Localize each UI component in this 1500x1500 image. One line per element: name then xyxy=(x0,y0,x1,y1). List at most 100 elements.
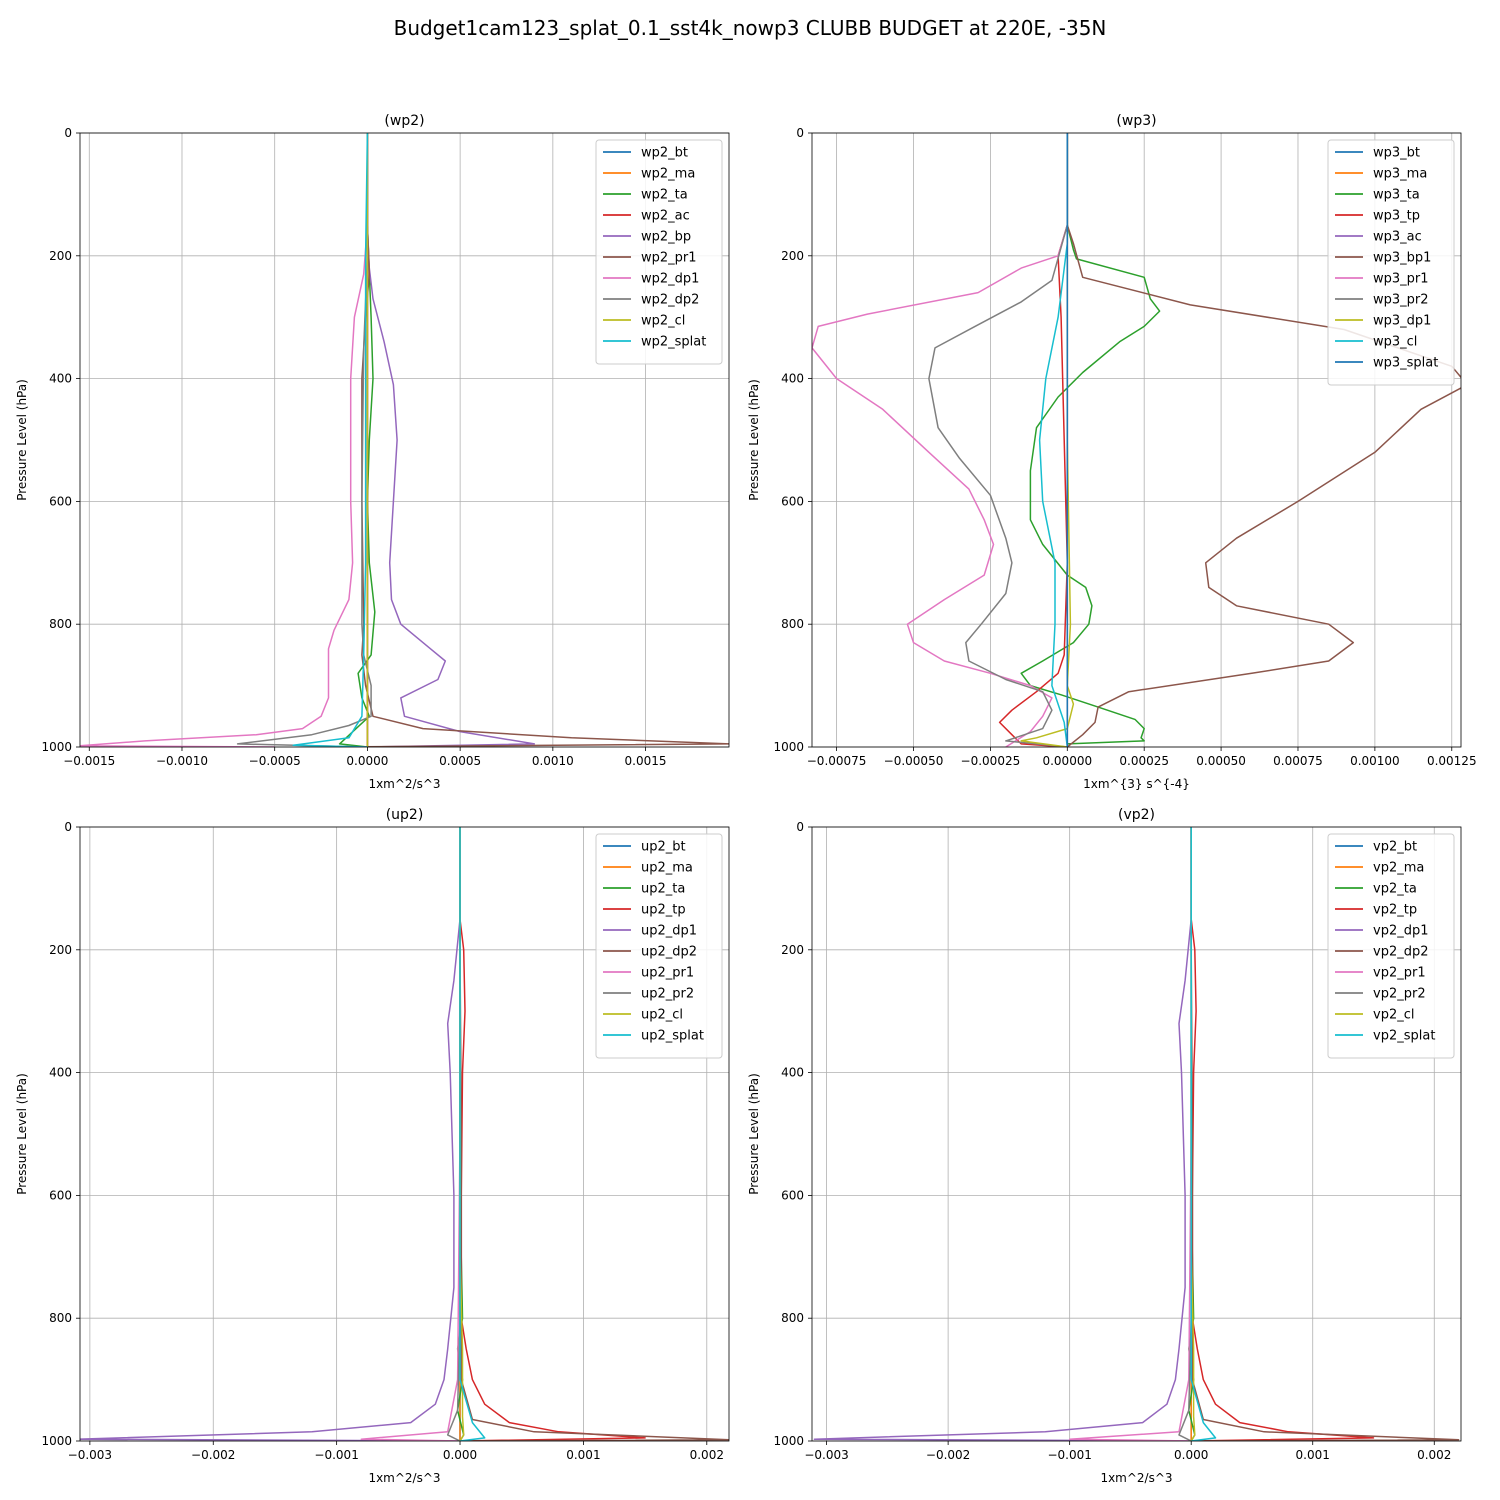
series-line xyxy=(459,827,646,1441)
legend-label: vp2_pr1 xyxy=(1373,966,1426,981)
series-line xyxy=(998,133,1069,747)
series-group xyxy=(80,827,729,1441)
series-line xyxy=(1020,133,1075,747)
legend-label: up2_cl xyxy=(641,1008,683,1023)
x-tick-label: 0.001 xyxy=(1296,1448,1330,1462)
y-axis-label: Pressure Level (hPa) xyxy=(15,1073,29,1195)
series-line xyxy=(1190,827,1375,1441)
x-tick-label: 0.001 xyxy=(566,1448,600,1462)
legend-label: vp2_bt xyxy=(1373,840,1417,855)
y-tick-label: 800 xyxy=(781,617,804,631)
x-tick-label: 0.00125 xyxy=(1427,754,1477,768)
legend-label: up2_dp1 xyxy=(641,924,697,939)
chart-title: (vp2) xyxy=(1118,807,1155,823)
series-line xyxy=(80,827,461,1441)
series-group xyxy=(812,133,1461,747)
legend-label: wp2_ma xyxy=(641,167,695,182)
y-tick-label: 800 xyxy=(781,1311,804,1325)
y-tick-label: 600 xyxy=(49,1188,72,1202)
x-tick-label: −0.0005 xyxy=(249,754,301,768)
y-axis-label: Pressure Level (hPa) xyxy=(747,1073,761,1195)
x-tick-label: 0.000 xyxy=(443,1448,477,1462)
y-axis-label: Pressure Level (hPa) xyxy=(747,379,761,501)
series-line xyxy=(813,827,1192,1441)
series-group xyxy=(813,827,1460,1441)
x-tick-label: 0.000 xyxy=(1174,1448,1208,1462)
series-line xyxy=(1020,133,1161,747)
series-line xyxy=(1038,133,1069,747)
x-tick-label: −0.0010 xyxy=(156,754,208,768)
y-tick-label: 600 xyxy=(49,494,72,508)
y-tick-label: 0 xyxy=(64,820,72,834)
legend-label: wp2_ta xyxy=(641,188,688,203)
y-tick-label: 600 xyxy=(781,1188,804,1202)
legend-label: up2_pr1 xyxy=(641,966,694,981)
y-tick-label: 200 xyxy=(49,249,72,263)
legend-label: up2_pr2 xyxy=(641,987,694,1002)
x-tick-label: −0.002 xyxy=(191,1448,235,1462)
chart-title: (wp3) xyxy=(1116,113,1156,129)
y-tick-label: 1000 xyxy=(41,740,72,754)
legend-label: wp3_splat xyxy=(1373,356,1438,371)
legend-label: wp2_pr1 xyxy=(641,251,697,266)
legend-label: up2_ta xyxy=(641,882,685,897)
x-axis-label: 1xm^2/s^3 xyxy=(1100,1471,1172,1485)
legend-label: up2_splat xyxy=(641,1029,704,1044)
legend-label: vp2_dp2 xyxy=(1373,945,1429,960)
x-tick-label: 0.00050 xyxy=(1196,754,1246,768)
legend-label: wp3_pr1 xyxy=(1373,272,1429,287)
figure-title: Budget1cam123_splat_0.1_sst4k_nowp3 CLUB… xyxy=(393,16,1107,40)
legend-label: up2_bt xyxy=(641,840,686,855)
legend-label: up2_tp xyxy=(641,903,686,918)
legend-box xyxy=(1327,833,1455,1059)
legend-box xyxy=(595,139,723,365)
legend-label: vp2_dp1 xyxy=(1373,924,1429,939)
legend-label: vp2_tp xyxy=(1373,903,1417,918)
x-tick-label: 0.0000 xyxy=(346,754,388,768)
legend-label: wp2_bp xyxy=(641,230,691,245)
y-tick-label: 0 xyxy=(796,126,804,140)
x-tick-label: −0.001 xyxy=(314,1448,358,1462)
legend: up2_bt up2_ma up2_ta up2_tp up2_dp1 up2_dp2up… xyxy=(595,833,723,1059)
chart-panel: −0.003 −0.002 −0.001 0.000 0.001 0.002 0 200 400… xyxy=(747,807,1462,1485)
x-tick-label: −0.003 xyxy=(804,1448,848,1462)
chart-panel: −0.0015 −0.0010 −0.0005 0.0000 0.0005 0.0010 0… xyxy=(15,113,730,791)
series-line xyxy=(928,133,1069,747)
legend-box xyxy=(1327,139,1455,386)
series-line xyxy=(459,827,486,1441)
y-tick-label: 400 xyxy=(49,372,72,386)
x-tick-label: 0.00025 xyxy=(1119,754,1169,768)
series-line xyxy=(1068,827,1192,1441)
legend-label: wp2_splat xyxy=(641,335,706,350)
x-tick-label: −0.001 xyxy=(1047,1448,1091,1462)
legend-label: up2_ma xyxy=(641,861,693,876)
x-tick-label: 0.00075 xyxy=(1273,754,1323,768)
legend-label: wp3_cl xyxy=(1373,335,1417,350)
legend-label: wp2_ac xyxy=(641,209,690,224)
legend-label: wp3_bt xyxy=(1373,146,1420,161)
y-tick-label: 400 xyxy=(781,1066,804,1080)
series-line xyxy=(292,133,369,747)
legend-label: vp2_cl xyxy=(1373,1008,1414,1023)
x-tick-label: −0.00050 xyxy=(884,754,944,768)
series-line xyxy=(1066,133,1461,747)
chart-title: (wp2) xyxy=(384,113,424,129)
x-tick-label: −0.00075 xyxy=(807,754,867,768)
y-tick-label: 1000 xyxy=(773,1434,804,1448)
legend-label: wp3_ma xyxy=(1373,167,1427,182)
y-tick-label: 800 xyxy=(49,1311,72,1325)
chart-panel: −0.00075 −0.00050 −0.00025 0.00000 0.00025 0.… xyxy=(747,113,1477,791)
y-tick-label: 800 xyxy=(49,617,72,631)
x-tick-label: 0.0005 xyxy=(439,754,481,768)
series-line xyxy=(80,133,369,747)
x-tick-label: −0.002 xyxy=(926,1448,970,1462)
legend-label: vp2_ta xyxy=(1373,882,1417,897)
legend-label: wp3_bp1 xyxy=(1373,251,1431,266)
x-tick-label: 0.0010 xyxy=(532,754,574,768)
legend-label: vp2_ma xyxy=(1373,861,1424,876)
y-axis-label: Pressure Level (hPa) xyxy=(15,379,29,501)
y-tick-label: 400 xyxy=(49,1066,72,1080)
legend: wp3_bt wp3_ma wp3_ta wp3_tp wp3_ac wp3_bp1 wp3… xyxy=(1327,139,1455,386)
series-line xyxy=(360,827,461,1441)
